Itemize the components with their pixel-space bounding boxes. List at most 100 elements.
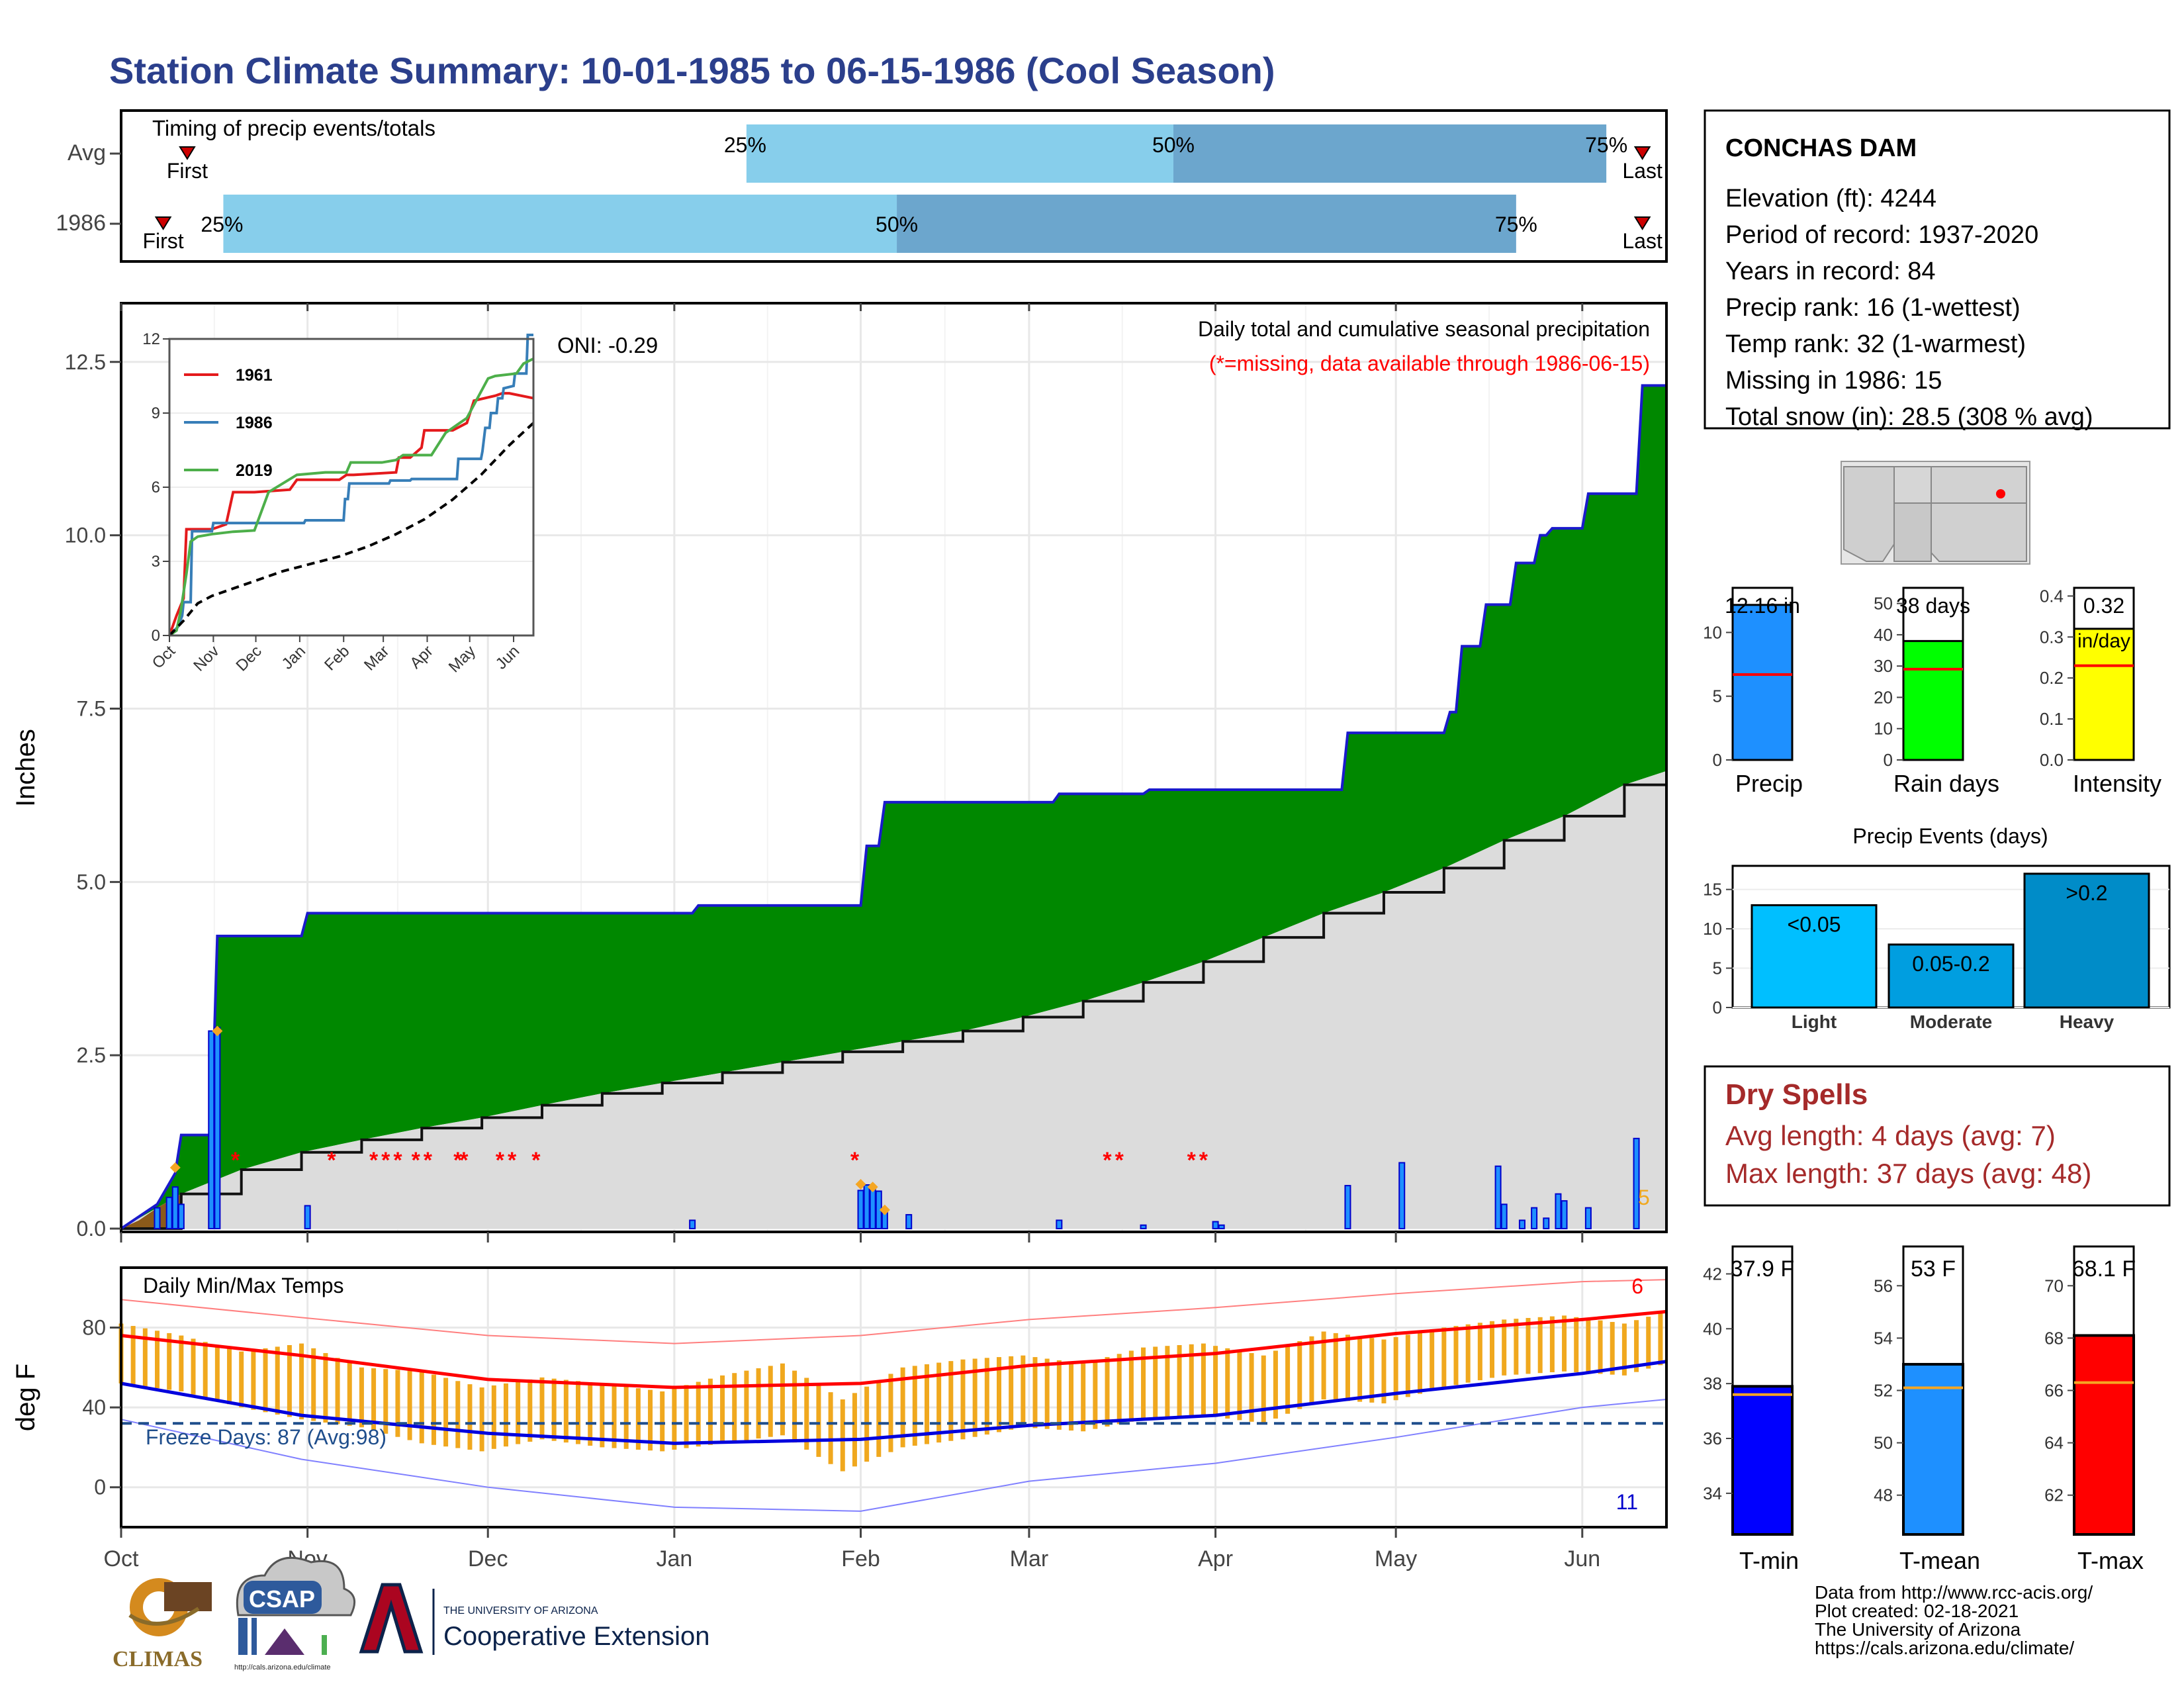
daily-precip-bar	[1344, 1185, 1351, 1229]
missing-day-marker: *	[453, 1148, 463, 1173]
snow-marker	[879, 1204, 890, 1215]
daily-precip-bar	[1494, 1165, 1502, 1229]
temp-summary-y-tick-label-0-4: 42	[1703, 1264, 1722, 1284]
station-line-missing: Missing in 1986: 15	[1725, 367, 1942, 395]
daily-temp-range-bar	[1417, 1332, 1422, 1394]
daily-temp-range-bar	[996, 1357, 1001, 1432]
daily-temp-range-bar	[527, 1379, 533, 1442]
daily-temp-range-bar	[1056, 1360, 1062, 1430]
daily-temp-range-bar	[588, 1382, 593, 1446]
timing-marker-last-1	[1633, 216, 1651, 230]
daily-temp-range-bar	[1430, 1330, 1435, 1391]
temp-summary-y-tick-label-0-1: 36	[1703, 1429, 1722, 1448]
events-y-tick-label-2: 10	[1703, 919, 1722, 939]
summary-y-tick-label-1-5: 50	[1874, 594, 1893, 614]
precip-events-bar-label-2: >0.2	[2066, 881, 2107, 905]
daily-precip-bar	[1212, 1221, 1219, 1230]
daily-temp-range-bar	[443, 1378, 449, 1447]
daily-temp-range-bar	[1081, 1363, 1086, 1432]
events-y-tick-label-0: 0	[1713, 998, 1722, 1017]
daily-temp-range-bar	[479, 1387, 484, 1452]
daily-precip-bar	[905, 1214, 913, 1229]
timing-bar-q25-50-0	[746, 124, 1173, 183]
temp-y-tick-label-0: 0	[94, 1476, 106, 1499]
precip-events-bar-label-1: 0.05-0.2	[1912, 952, 1989, 976]
missing-day-marker: *	[424, 1148, 433, 1173]
summary-y-tick-label-0-2: 10	[1703, 622, 1722, 642]
daily-precip-bar	[1500, 1203, 1508, 1230]
summary-value-1: 38 days	[1896, 594, 1970, 618]
summary-y-tick-label-1-3: 30	[1874, 656, 1893, 676]
summary-category-2: Intensity	[2073, 770, 2161, 797]
timing-marker-first-0	[179, 146, 196, 160]
precip-events-title: Precip Events (days)	[1852, 824, 2048, 848]
temp-x-tick-label-3: Jan	[656, 1546, 692, 1571]
daily-temp-range-bar	[984, 1358, 989, 1435]
missing-day-marker: *	[1115, 1148, 1124, 1173]
daily-temp-range-bar	[1393, 1336, 1398, 1401]
daily-temp-range-bar	[635, 1388, 641, 1450]
daily-temp-range-bar	[1586, 1319, 1591, 1374]
inset-y-tick-label-2: 6	[152, 479, 160, 496]
precip-y-tick-label-2: 5.0	[77, 870, 106, 894]
footer-line-org: The University of Arizona	[1815, 1619, 2021, 1640]
timing-label-25-0: 25%	[724, 133, 766, 157]
summary-y-tick-label-1-0: 0	[1884, 750, 1893, 770]
daily-temp-range-bar	[948, 1361, 954, 1441]
precip-y-axis-label: Inches	[11, 729, 40, 807]
daily-temp-range-bar	[323, 1353, 328, 1423]
daily-temp-range-bar	[1441, 1327, 1447, 1387]
daily-temp-range-bar	[792, 1370, 797, 1443]
daily-temp-range-bar	[1116, 1354, 1122, 1425]
daily-temp-range-bar	[672, 1388, 677, 1450]
daily-temp-range-bar	[227, 1348, 232, 1405]
daily-temp-range-bar	[275, 1346, 280, 1415]
daily-temp-range-bar	[1201, 1343, 1206, 1416]
daily-temp-range-bar	[1273, 1350, 1278, 1419]
daily-precip-bar	[1584, 1207, 1592, 1230]
daily-temp-range-bar	[936, 1362, 942, 1443]
temp-x-tick-label-5: Mar	[1010, 1546, 1049, 1571]
daily-temp-range-bar	[239, 1351, 244, 1408]
daily-temp-range-bar	[1044, 1358, 1050, 1429]
daily-temp-range-bar	[1621, 1323, 1627, 1376]
daily-temp-range-bar	[299, 1343, 304, 1420]
daily-temp-range-bar	[1009, 1356, 1014, 1430]
daily-temp-range-bar	[852, 1393, 857, 1467]
temp-y-tick-label-2: 80	[82, 1315, 106, 1339]
inset-series-average	[168, 422, 535, 637]
temp-x-tick-label-2: Dec	[468, 1546, 508, 1571]
temp-summary-y-tick-label-2-0: 62	[2044, 1485, 2064, 1505]
temp-summary-y-tick-label-0-0: 34	[1703, 1483, 1722, 1503]
precip-events-category-1: Moderate	[1910, 1011, 1992, 1032]
daily-precip-bar	[208, 1030, 215, 1229]
precip-events-bar-1	[1888, 943, 2015, 1009]
daily-temp-range-bar	[1093, 1360, 1098, 1429]
csap-logo: CSAP http://cals.arizona.edu/climate	[234, 1556, 356, 1671]
daily-temp-range-bar	[551, 1378, 557, 1441]
daily-temp-range-bar	[1537, 1317, 1543, 1374]
daily-temp-range-bar	[287, 1344, 292, 1417]
daily-temp-range-bar	[576, 1381, 581, 1444]
temp-x-tick-label-7: May	[1375, 1546, 1417, 1571]
temp-summary-category-0: T-min	[1739, 1547, 1799, 1574]
daily-temp-range-bar	[648, 1389, 653, 1451]
precip-y-tick-label-4: 10.0	[65, 524, 106, 547]
temp-line-avg_max	[120, 1309, 1667, 1389]
daily-temp-range-bar	[419, 1371, 424, 1444]
daily-temp-range-bar	[191, 1338, 196, 1395]
inset-legend-label-2: 2019	[236, 461, 273, 480]
temp-x-tick-label-6: Apr	[1198, 1546, 1233, 1571]
inset-y-tick-label-4: 12	[142, 330, 160, 348]
station-line-temp-rank: Temp rank: 32 (1-warmest)	[1725, 330, 2026, 358]
dry-spells-box: Dry Spells Avg length: 4 days (avg: 7) M…	[1704, 1065, 2171, 1207]
inset-series-2019	[168, 357, 534, 637]
temp-summary-y-tick-label-2-2: 66	[2044, 1381, 2064, 1401]
temp-summary-y-tick-label-2-3: 68	[2044, 1328, 2064, 1348]
daily-temp-range-bar	[780, 1363, 785, 1436]
missing-day-marker: *	[508, 1148, 517, 1173]
freeze-days-label: Freeze Days: 87 (Avg:98)	[146, 1425, 387, 1449]
daily-temp-range-bar	[1105, 1357, 1110, 1427]
daily-precip-bar	[689, 1219, 696, 1229]
